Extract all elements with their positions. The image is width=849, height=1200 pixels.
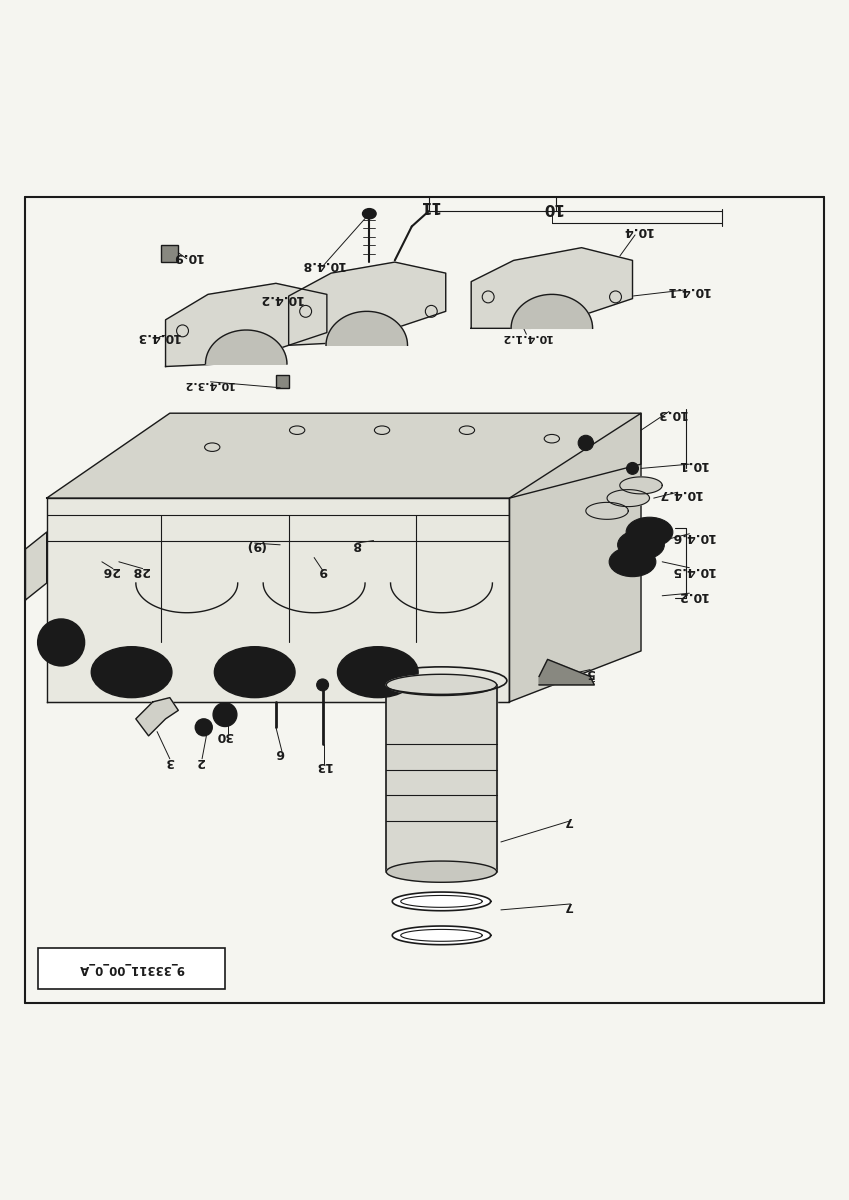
Ellipse shape xyxy=(621,534,660,556)
Polygon shape xyxy=(386,685,497,871)
Text: 11: 11 xyxy=(419,198,439,212)
Ellipse shape xyxy=(213,703,237,726)
Polygon shape xyxy=(539,660,594,685)
Ellipse shape xyxy=(37,619,85,666)
Polygon shape xyxy=(25,532,47,600)
Polygon shape xyxy=(509,413,641,702)
Ellipse shape xyxy=(317,679,329,691)
Text: 10.2: 10.2 xyxy=(677,589,707,602)
Polygon shape xyxy=(47,413,641,498)
Polygon shape xyxy=(392,892,491,911)
Ellipse shape xyxy=(44,625,78,660)
Text: 9: 9 xyxy=(318,564,327,577)
Ellipse shape xyxy=(343,652,413,692)
Text: 30: 30 xyxy=(216,730,233,743)
Ellipse shape xyxy=(363,209,376,218)
Text: 10.4.5: 10.4.5 xyxy=(670,564,714,577)
Ellipse shape xyxy=(338,647,418,697)
Polygon shape xyxy=(607,490,649,506)
Ellipse shape xyxy=(627,517,672,547)
Ellipse shape xyxy=(613,551,651,572)
Ellipse shape xyxy=(97,652,166,692)
Polygon shape xyxy=(511,294,593,329)
Ellipse shape xyxy=(220,709,230,720)
Text: 10.9: 10.9 xyxy=(171,250,202,263)
Polygon shape xyxy=(289,262,446,346)
Text: 10: 10 xyxy=(542,200,562,215)
Text: 10.4.1: 10.4.1 xyxy=(666,283,710,296)
Ellipse shape xyxy=(214,647,295,697)
Bar xyxy=(38,948,225,989)
Polygon shape xyxy=(620,476,662,494)
Text: 7: 7 xyxy=(565,899,573,912)
Polygon shape xyxy=(47,498,509,702)
Polygon shape xyxy=(386,862,497,882)
Text: 8: 8 xyxy=(352,539,361,551)
Polygon shape xyxy=(392,926,491,944)
Ellipse shape xyxy=(91,647,171,697)
Text: 10.4.6: 10.4.6 xyxy=(670,530,714,542)
Text: 9_33311_00_0_A: 9_33311_00_0_A xyxy=(79,962,184,974)
Text: 6: 6 xyxy=(276,746,284,760)
Polygon shape xyxy=(326,311,408,346)
Polygon shape xyxy=(386,674,497,696)
Text: 10.4.3.2: 10.4.3.2 xyxy=(183,378,233,389)
Text: 28: 28 xyxy=(132,564,149,577)
Text: 10.4.3: 10.4.3 xyxy=(135,330,179,343)
Text: 10.4: 10.4 xyxy=(621,224,652,238)
Ellipse shape xyxy=(627,462,638,474)
Text: 10.1: 10.1 xyxy=(677,457,707,470)
Text: 10.4.8: 10.4.8 xyxy=(301,258,345,271)
Text: (9): (9) xyxy=(245,539,265,551)
Text: 10.4.2: 10.4.2 xyxy=(258,292,302,305)
Text: 7: 7 xyxy=(565,815,573,827)
Text: 5: 5 xyxy=(586,666,594,679)
Polygon shape xyxy=(136,697,178,736)
Text: 10.4.1.2: 10.4.1.2 xyxy=(501,332,552,342)
Text: 10.8: 10.8 xyxy=(36,636,66,649)
Bar xyxy=(276,376,289,388)
Ellipse shape xyxy=(618,530,664,559)
Ellipse shape xyxy=(195,719,212,736)
Ellipse shape xyxy=(610,547,655,577)
Polygon shape xyxy=(166,283,327,366)
Text: 10.3: 10.3 xyxy=(655,407,686,420)
Polygon shape xyxy=(205,330,287,364)
Polygon shape xyxy=(586,503,628,520)
Text: 10.4.7: 10.4.7 xyxy=(657,487,701,500)
Polygon shape xyxy=(471,247,633,329)
Ellipse shape xyxy=(578,436,593,450)
Text: 2: 2 xyxy=(195,755,204,768)
Ellipse shape xyxy=(220,652,290,692)
Ellipse shape xyxy=(630,522,668,542)
Text: 3: 3 xyxy=(166,755,174,768)
Text: 13: 13 xyxy=(314,760,331,772)
Text: 26: 26 xyxy=(102,564,119,577)
Bar xyxy=(161,245,178,262)
